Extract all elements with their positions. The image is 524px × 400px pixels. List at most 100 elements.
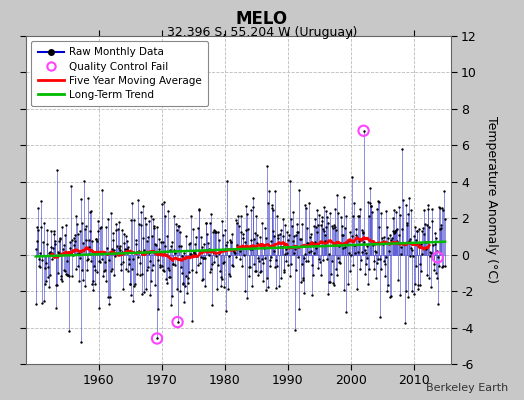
- Point: [47, 244, 55, 250]
- Point: [71, 266, 80, 272]
- Point: [37, 224, 46, 230]
- Point: [422, 238, 430, 245]
- Point: [46, 272, 54, 278]
- Point: [315, 256, 323, 262]
- Point: [233, 242, 241, 248]
- Point: [40, 265, 49, 272]
- Point: [175, 223, 183, 230]
- Point: [38, 256, 47, 263]
- Point: [189, 252, 197, 258]
- Point: [58, 224, 66, 230]
- Point: [286, 216, 294, 222]
- Point: [119, 258, 128, 265]
- Point: [88, 281, 96, 287]
- Point: [102, 224, 110, 230]
- Point: [147, 278, 156, 284]
- Point: [283, 262, 292, 268]
- Point: [226, 273, 234, 279]
- Point: [79, 276, 87, 283]
- Point: [381, 208, 390, 214]
- Point: [246, 237, 255, 243]
- Point: [313, 207, 322, 213]
- Point: [265, 263, 274, 269]
- Point: [99, 249, 107, 255]
- Point: [72, 213, 80, 219]
- Point: [374, 198, 382, 204]
- Point: [378, 241, 387, 247]
- Point: [354, 212, 362, 219]
- Point: [217, 283, 225, 289]
- Point: [160, 268, 169, 274]
- Point: [272, 213, 281, 219]
- Point: [412, 228, 421, 234]
- Point: [203, 231, 211, 237]
- Point: [415, 226, 423, 232]
- Point: [193, 262, 202, 268]
- Point: [274, 232, 282, 238]
- Point: [346, 228, 354, 235]
- Point: [155, 246, 163, 252]
- Point: [158, 201, 166, 207]
- Point: [34, 205, 42, 212]
- Point: [258, 256, 266, 262]
- Point: [320, 203, 328, 210]
- Point: [84, 244, 93, 250]
- Point: [303, 225, 311, 231]
- Point: [255, 269, 264, 276]
- Point: [241, 287, 249, 294]
- Point: [261, 225, 269, 232]
- Point: [32, 300, 40, 307]
- Point: [66, 245, 74, 251]
- Point: [323, 256, 332, 262]
- Point: [251, 268, 259, 274]
- Point: [138, 290, 146, 297]
- Point: [345, 249, 353, 256]
- Point: [356, 205, 365, 212]
- Point: [128, 200, 137, 206]
- Point: [34, 227, 42, 233]
- Point: [95, 225, 104, 231]
- Point: [382, 254, 390, 260]
- Point: [57, 276, 65, 282]
- Point: [122, 232, 130, 239]
- Point: [169, 261, 178, 268]
- Point: [67, 250, 75, 256]
- Point: [303, 240, 312, 246]
- Point: [54, 238, 63, 245]
- Point: [49, 228, 58, 234]
- Point: [323, 214, 331, 220]
- Point: [209, 229, 217, 235]
- Point: [389, 207, 398, 213]
- Point: [314, 222, 323, 228]
- Point: [210, 227, 218, 233]
- Point: [195, 260, 204, 266]
- Point: [387, 293, 395, 300]
- Point: [383, 224, 391, 230]
- Point: [130, 282, 139, 289]
- Point: [372, 275, 380, 282]
- Point: [123, 245, 131, 252]
- Point: [345, 237, 354, 244]
- Point: [259, 260, 267, 266]
- Point: [211, 228, 220, 234]
- Point: [242, 202, 250, 209]
- Point: [75, 228, 84, 234]
- Point: [147, 213, 155, 220]
- Point: [391, 229, 399, 235]
- Point: [379, 258, 388, 265]
- Point: [178, 253, 186, 259]
- Point: [313, 228, 321, 235]
- Point: [121, 231, 129, 237]
- Point: [53, 167, 61, 174]
- Point: [338, 232, 346, 238]
- Point: [117, 261, 126, 267]
- Point: [35, 262, 43, 269]
- Point: [133, 248, 141, 255]
- Point: [214, 250, 223, 257]
- Point: [161, 243, 169, 249]
- Point: [117, 266, 125, 273]
- Point: [239, 231, 247, 237]
- Point: [182, 233, 190, 239]
- Point: [283, 250, 291, 256]
- Point: [324, 220, 333, 226]
